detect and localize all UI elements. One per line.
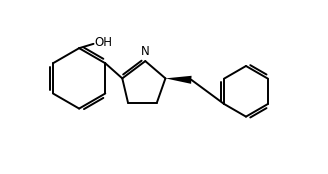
Polygon shape xyxy=(165,76,192,84)
Text: OH: OH xyxy=(95,37,113,49)
Text: N: N xyxy=(141,45,150,58)
